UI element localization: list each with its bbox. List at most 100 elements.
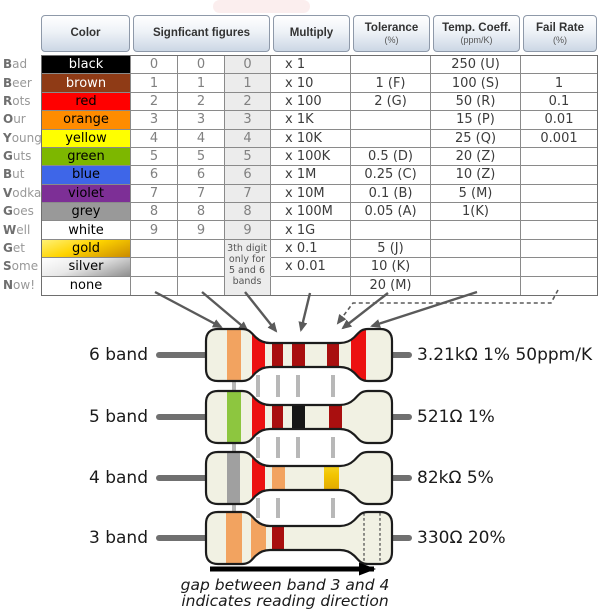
resistor-value-6-band: 3.21kΩ 1% 50ppm/K (417, 345, 593, 365)
column-header-color: Color (41, 15, 130, 52)
lead-left (156, 535, 208, 541)
digit-cell (178, 258, 225, 277)
temp-coeff-cell (431, 258, 521, 277)
fail-rate-cell (521, 203, 597, 222)
tolerance-cell: 2 (G) (351, 92, 431, 112)
digit-cell: 4 (178, 129, 225, 148)
third-digit-note: 3th digit only for 5 and 6 bands (227, 243, 267, 287)
lead-left (156, 475, 208, 481)
resistor-value-3-band: 330Ω 20% (417, 528, 506, 548)
column-to-band-arrow (370, 290, 478, 328)
multiply-cell: x 100K (271, 147, 351, 167)
table-row-orange: orange 3 3 3 x 1K 15 (P) 0.01 (42, 111, 597, 130)
table-row-none: none 20 (M) (42, 276, 597, 295)
digit-cell: 3 (131, 111, 178, 130)
color-swatch-white: white (42, 221, 131, 240)
caption-line2: indicates reading direction (181, 592, 389, 609)
column-header-tolerance: Tolerance (%) (353, 15, 430, 52)
column-header-multiply: Multiply (273, 15, 350, 52)
digit-cell: 3 (225, 111, 271, 130)
color-swatch-blue: blue (42, 166, 131, 185)
band-grey (227, 452, 240, 504)
digit-cell: 0 (225, 56, 271, 75)
tolerance-cell (351, 56, 431, 75)
digit-cell (225, 276, 271, 295)
color-swatch-none: none (42, 276, 131, 295)
temp-coeff-cell: 5 (M) (431, 184, 521, 203)
band-green (227, 391, 241, 443)
tolerance-cell: 5 (J) (351, 239, 431, 259)
temp-coeff-cell: 15 (P) (431, 111, 521, 130)
fail-rate-dashed-arrow (336, 289, 559, 325)
digit-cell (131, 276, 178, 295)
fail-rate-cell (521, 148, 597, 167)
color-swatch-gold: gold (42, 239, 131, 259)
digit-cell: 1 (178, 74, 225, 93)
band-brown (272, 391, 283, 443)
column-to-band-arrow (341, 292, 389, 330)
band-orange (272, 452, 285, 504)
digit-cell (131, 258, 178, 277)
fail-rate-cell: 0.01 (521, 111, 597, 130)
digit-cell (225, 239, 271, 259)
table-row-red: red 2 2 2 x 100 2 (G) 50 (R) 0.1 (42, 92, 597, 112)
multiply-cell: x 0.1 (271, 239, 351, 259)
digit-cell: 8 (178, 203, 225, 222)
digit-cell: 9 (225, 221, 271, 240)
multiply-cell: x 1 (271, 56, 351, 75)
fail-rate-cell (521, 240, 597, 259)
multiply-cell: x 10 (271, 74, 351, 93)
temp-coeff-cell: 50 (R) (431, 92, 521, 112)
multiply-cell (271, 276, 351, 295)
column-header-label: Multiply (289, 27, 334, 39)
column-to-band-arrow (154, 290, 223, 329)
band-brown (292, 329, 305, 381)
column-header-fail-rate: Fail Rate (%) (523, 15, 597, 52)
column-header-label: Temp. Coeff. (442, 22, 511, 34)
digit-cell: 1 (131, 74, 178, 93)
digit-cell: 5 (225, 147, 271, 167)
column-header-unit: (%) (384, 35, 399, 45)
resistor-6-band (204, 327, 394, 383)
resistor-label-4-band: 4 band (89, 468, 148, 488)
watermark (213, 0, 310, 13)
fail-rate-cell (521, 221, 597, 240)
digit-cell: 5 (131, 147, 178, 167)
column-header-unit: (ppm/K) (460, 35, 493, 45)
temp-coeff-cell (431, 276, 521, 295)
band-brown (272, 512, 284, 564)
table-row-grey: grey 8 8 8 x 100M 0.05 (A) 1(K) (42, 203, 597, 222)
digit-cell: 5 (178, 147, 225, 167)
fail-rate-cell (521, 258, 597, 277)
color-swatch-orange: orange (42, 111, 131, 130)
lead-right (390, 535, 412, 541)
band-brown (327, 329, 339, 381)
fail-rate-cell (521, 166, 597, 185)
digit-cell: 9 (131, 221, 178, 240)
digit-cell: 7 (178, 184, 225, 203)
temp-coeff-cell: 25 (Q) (431, 129, 521, 148)
fail-rate-cell: 1 (521, 74, 597, 93)
column-header-label: Fail Rate (536, 22, 584, 34)
table-row-violet: violet 7 7 7 x 10M 0.1 (B) 5 (M) (42, 184, 597, 203)
digit-cell: 6 (131, 166, 178, 185)
lead-right (390, 414, 412, 420)
digit-cell: 2 (225, 92, 271, 112)
digit-cell (131, 239, 178, 259)
column-header-label: Signficant figures (152, 27, 251, 39)
multiply-cell: x 100M (271, 203, 351, 222)
digit-cell: 4 (225, 129, 271, 148)
resistor-3-band (204, 510, 394, 566)
multiply-cell: x 1K (271, 111, 351, 130)
table-row-blue: blue 6 6 6 x 1M 0.25 (C) 10 (Z) (42, 166, 597, 185)
tolerance-cell: 0.1 (B) (351, 184, 431, 203)
temp-coeff-cell (431, 239, 521, 259)
digit-cell: 3 (178, 111, 225, 130)
